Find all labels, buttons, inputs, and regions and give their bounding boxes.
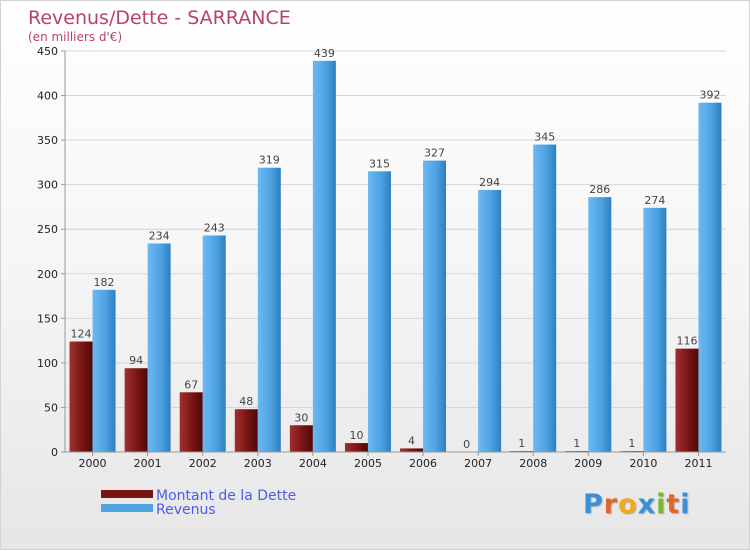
bar-revenus-2001 <box>147 243 171 452</box>
value-label-revenus-2001: 234 <box>149 229 170 242</box>
logo-letter: t <box>666 489 681 520</box>
x-tick-label: 2011 <box>684 457 712 470</box>
data-labels: 124 182 94 234 67 243 48 319 30 439 10 315 4 327 0 294 1… <box>71 47 721 451</box>
value-label-revenus-2008: 345 <box>534 131 555 144</box>
value-label-debt-2000: 124 <box>71 328 92 341</box>
logo-letter: x <box>637 489 657 520</box>
value-label-debt-2003: 48 <box>239 395 253 408</box>
x-tick-label: 2006 <box>409 457 437 470</box>
bar-revenus-2005 <box>367 171 391 453</box>
logo-letter: o <box>618 489 638 520</box>
bar-revenus-2008 <box>533 144 557 453</box>
logo-letter: P <box>583 489 604 520</box>
value-label-revenus-2003: 319 <box>259 154 280 167</box>
x-axis-ticks: 2000 2001 2002 2003 2004 2005 2006 2007 2008 2009… <box>79 452 712 470</box>
proxiti-logo: Proxiti <box>583 489 691 525</box>
y-tick-label: 400 <box>37 90 58 103</box>
legend-swatch-revenus <box>101 504 153 512</box>
y-tick-label: 50 <box>44 401 58 414</box>
legend-swatch-debt <box>101 490 153 498</box>
bar-debt-2000 <box>69 341 93 452</box>
bar-debt-2003 <box>234 409 258 452</box>
value-label-revenus-2002: 243 <box>204 221 225 234</box>
bar-revenus-2002 <box>202 235 226 452</box>
legend-label-debt: Montant de la Dette <box>156 488 296 504</box>
value-label-revenus-2009: 286 <box>589 183 610 196</box>
chart-subtitle: (en milliers d'€) <box>28 30 122 44</box>
bar-debt-2011 <box>675 348 699 452</box>
bar-debt-2002 <box>179 392 203 452</box>
legend-label-revenus: Revenus <box>156 502 216 518</box>
y-tick-label: 350 <box>37 134 58 147</box>
x-tick-label: 2003 <box>244 457 272 470</box>
value-label-debt-2004: 30 <box>294 411 308 424</box>
x-tick-label: 2007 <box>464 457 492 470</box>
bar-revenus-2007 <box>478 190 502 452</box>
x-tick-label: 2009 <box>574 457 602 470</box>
value-label-revenus-2007: 294 <box>479 176 500 189</box>
y-tick-label: 300 <box>37 179 58 192</box>
logo-letter: i <box>680 489 691 520</box>
value-label-debt-2005: 10 <box>349 429 363 442</box>
value-label-debt-2007: 0 <box>463 438 470 451</box>
logo-letter: r <box>603 489 619 520</box>
bar-revenus-2011 <box>698 102 722 452</box>
x-tick-label: 2002 <box>189 457 217 470</box>
bar-revenus-2004 <box>312 60 336 453</box>
bar-debt-2004 <box>289 425 313 452</box>
x-tick-label: 2004 <box>299 457 327 470</box>
y-tick-label: 100 <box>37 357 58 370</box>
bar-revenus-2000 <box>92 289 116 452</box>
bar-revenus-2003 <box>257 167 281 453</box>
bar-debt-2001 <box>124 368 148 452</box>
value-label-revenus-2000: 182 <box>94 276 115 289</box>
value-label-debt-2011: 116 <box>676 335 697 348</box>
bar-revenus-2009 <box>588 197 612 452</box>
y-tick-label: 0 <box>51 446 58 459</box>
y-tick-label: 250 <box>37 223 58 236</box>
value-label-revenus-2005: 315 <box>369 157 390 170</box>
gridlines <box>65 50 726 408</box>
value-label-revenus-2004: 439 <box>314 47 335 60</box>
x-tick-label: 2008 <box>519 457 547 470</box>
y-axis-ticks: 0 50 100 150 200 250 300 350 400 450 <box>37 45 65 459</box>
logo-letter: i <box>656 489 667 520</box>
bar-debt-2005 <box>344 443 368 452</box>
x-tick-label: 2000 <box>79 457 107 470</box>
value-label-debt-2010: 1 <box>628 437 635 450</box>
value-label-debt-2009: 1 <box>573 437 580 450</box>
x-tick-label: 2005 <box>354 457 382 470</box>
bars <box>69 60 722 453</box>
y-tick-label: 150 <box>37 312 58 325</box>
bar-debt-2006 <box>400 448 424 452</box>
y-tick-label: 200 <box>37 268 58 281</box>
value-label-debt-2002: 67 <box>184 378 198 391</box>
value-label-revenus-2010: 274 <box>644 194 665 207</box>
value-label-debt-2006: 4 <box>408 434 415 447</box>
bar-revenus-2006 <box>423 160 447 452</box>
x-tick-label: 2010 <box>629 457 657 470</box>
value-label-debt-2001: 94 <box>129 354 143 367</box>
y-tick-label: 450 <box>37 45 58 58</box>
bar-revenus-2010 <box>643 207 667 452</box>
legend: Montant de la Dette Revenus <box>101 488 296 518</box>
x-tick-label: 2001 <box>134 457 162 470</box>
value-label-revenus-2006: 327 <box>424 147 445 160</box>
value-label-debt-2008: 1 <box>518 437 525 450</box>
value-label-revenus-2011: 392 <box>699 89 720 102</box>
chart-title: Revenus/Dette - SARRANCE <box>28 7 291 29</box>
